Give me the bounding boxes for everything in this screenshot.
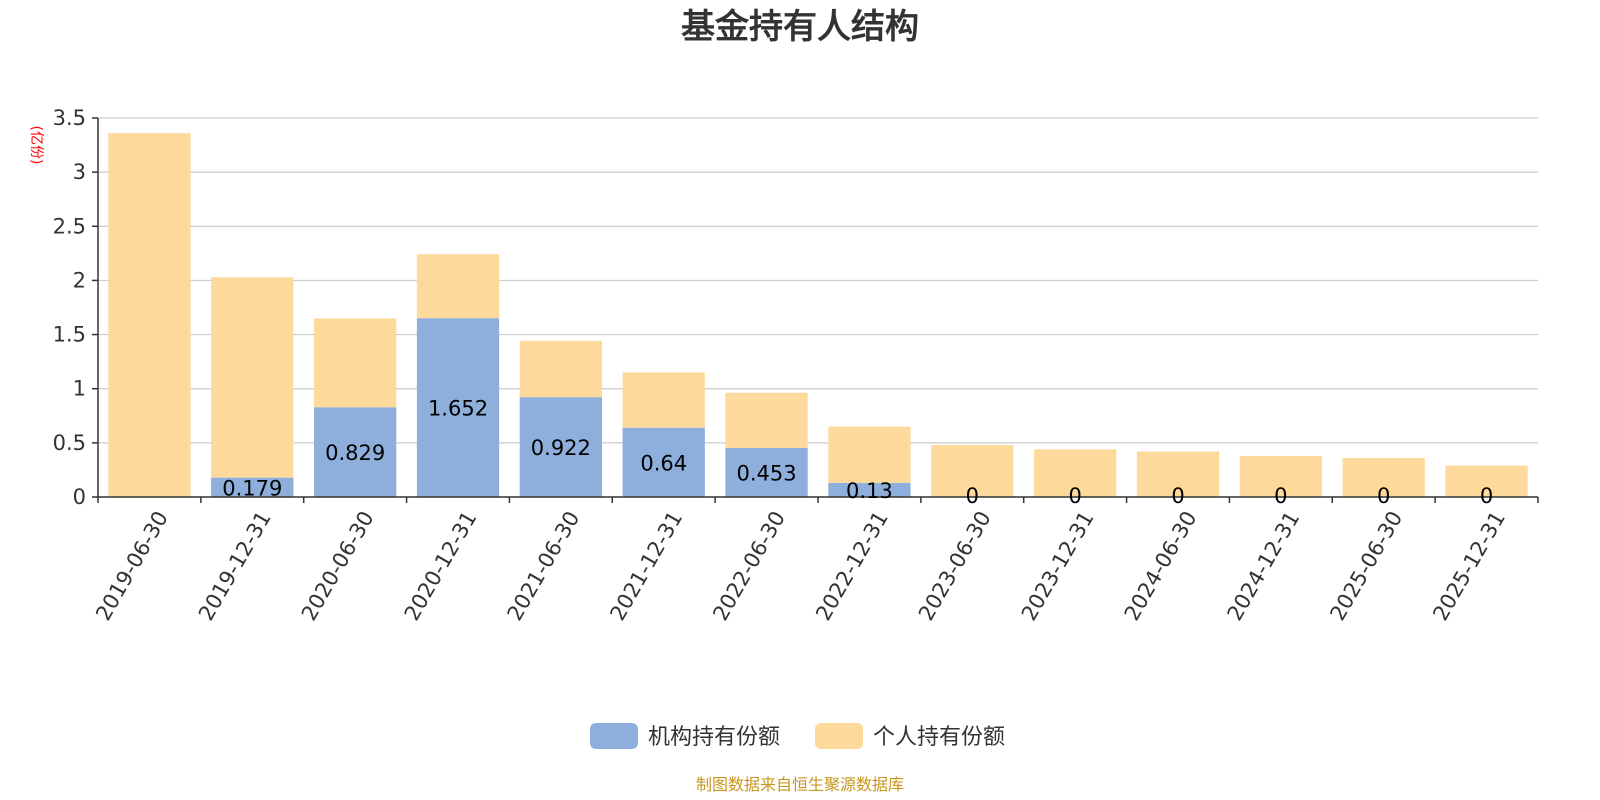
y-tick-label: 3 <box>73 160 86 184</box>
data-label: 0.13 <box>846 479 893 503</box>
bar-institutional <box>416 318 500 497</box>
x-tick-label: 2025-06-30 <box>1325 507 1407 625</box>
bar-institutional <box>725 447 808 497</box>
x-tick-label: 2025-12-31 <box>1428 507 1510 625</box>
data-label: 0.179 <box>222 476 282 500</box>
legend-label: 个人持有份额 <box>873 725 1005 750</box>
data-label: 0.64 <box>640 451 687 475</box>
data-label: 0 <box>1377 484 1390 508</box>
bar-individual <box>1445 465 1528 497</box>
bar-individual <box>725 392 808 448</box>
x-tick-label: 2021-12-31 <box>605 507 687 625</box>
legend-label: 机构持有份额 <box>648 725 780 750</box>
bar-individual <box>1342 458 1425 497</box>
bar-individual <box>519 340 602 398</box>
data-label: 0.922 <box>531 436 591 460</box>
bar-individual <box>314 318 397 408</box>
data-label: 0 <box>966 484 979 508</box>
x-tick-label: 2022-06-30 <box>708 507 790 625</box>
y-tick-label: 2.5 <box>53 214 86 238</box>
data-label: 1.652 <box>428 397 488 421</box>
data-label: 0 <box>1068 484 1081 508</box>
y-axis-unit-label: (亿份) <box>28 126 44 165</box>
legend-swatch <box>815 723 863 749</box>
data-label: 0 <box>1171 484 1184 508</box>
legend-swatch <box>590 723 638 749</box>
bar-individual <box>622 372 705 428</box>
axes <box>92 117 1539 503</box>
bar-institutional <box>211 477 294 497</box>
x-tick-label: 2019-12-31 <box>194 507 276 625</box>
data-label: 0.453 <box>737 461 797 485</box>
y-tick-label: 1 <box>73 377 86 401</box>
y-tick-label: 0 <box>73 485 86 509</box>
bar-individual <box>1034 449 1117 497</box>
bar-individual <box>1239 455 1322 497</box>
x-tick-label: 2024-12-31 <box>1223 507 1305 625</box>
bars <box>108 133 1528 497</box>
x-tick-label: 2024-06-30 <box>1120 507 1202 625</box>
y-tick-label: 2 <box>73 268 86 292</box>
bar-institutional <box>519 397 602 497</box>
data-labels: 0.179 0.829 1.652 0.922 0.64 0.453 0.13 0 0 0 0 0 0 <box>222 397 1493 508</box>
x-tick-label: 2023-06-30 <box>914 507 996 625</box>
bar-individual <box>211 277 294 478</box>
x-tick-label: 2021-06-30 <box>503 507 585 625</box>
bar-institutional <box>314 407 397 497</box>
source-note: 制图数据来自恒生聚源数据库 <box>696 775 904 794</box>
y-tick-label: 1.5 <box>53 323 86 347</box>
y-tick-label: 3.5 <box>53 106 86 130</box>
y-tick-label: 0.5 <box>53 431 86 455</box>
x-tick-label: 2020-06-30 <box>297 507 379 625</box>
bar-institutional <box>622 427 705 497</box>
x-tick-label: 2022-12-31 <box>811 507 893 625</box>
data-label: 0 <box>1274 484 1287 508</box>
bar-individual <box>416 254 500 319</box>
chart-title: 基金持有人结构 <box>681 7 919 47</box>
bar-individual <box>108 133 191 497</box>
x-tick-labels: 2019-06-30 2019-12-31 2020-06-30 2020-12-31… <box>91 507 1510 625</box>
x-tick-label: 2020-12-31 <box>400 507 482 625</box>
legend: 机构持有份额 个人持有份额 <box>590 723 1005 750</box>
data-label: 0 <box>1480 484 1493 508</box>
bar-institutional <box>828 482 911 497</box>
bar-individual <box>1136 451 1220 497</box>
x-tick-label: 2023-12-31 <box>1017 507 1099 625</box>
bar-individual <box>931 445 1014 497</box>
x-tick-label: 2019-06-30 <box>91 507 173 625</box>
bar-individual <box>828 426 911 483</box>
data-label: 0.829 <box>325 441 385 465</box>
y-tick-labels: 0 0.5 1 1.5 2 2.5 3 3.5 <box>53 106 86 509</box>
